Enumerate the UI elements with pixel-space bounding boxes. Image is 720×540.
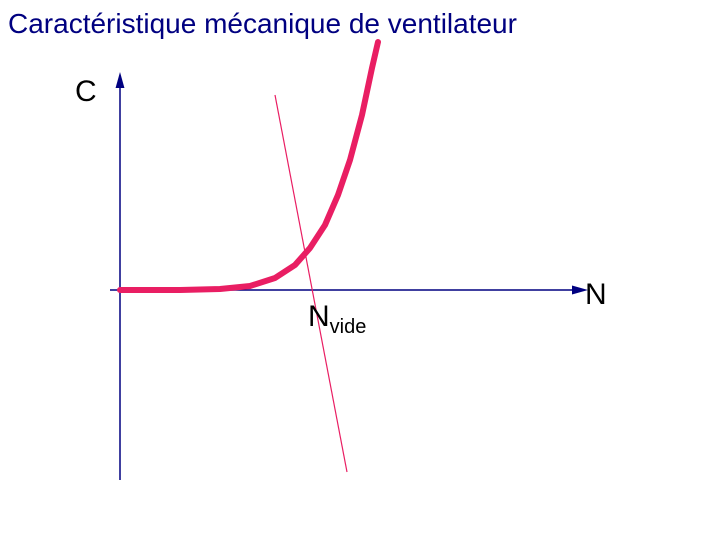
fan-curve xyxy=(120,42,378,290)
nvide-label: Nvide xyxy=(308,300,366,339)
mechanical-characteristic-chart xyxy=(0,0,720,540)
nvide-sub: vide xyxy=(330,316,367,338)
axes xyxy=(110,72,588,480)
y-axis-arrow xyxy=(116,72,125,88)
motor-line xyxy=(275,95,347,472)
nvide-main: N xyxy=(308,300,330,333)
y-axis-label: C xyxy=(75,75,97,109)
x-axis-label: N xyxy=(585,278,607,312)
